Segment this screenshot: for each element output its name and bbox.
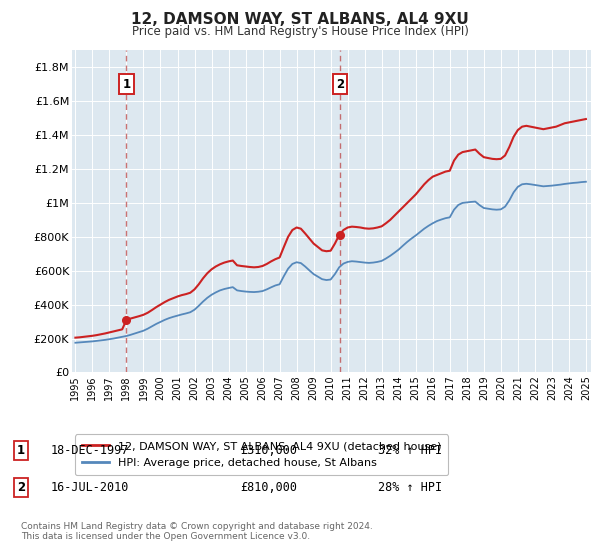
Text: 2: 2 (336, 78, 344, 91)
Text: 12, DAMSON WAY, ST ALBANS, AL4 9XU: 12, DAMSON WAY, ST ALBANS, AL4 9XU (131, 12, 469, 27)
Text: 1: 1 (122, 78, 131, 91)
Legend: 12, DAMSON WAY, ST ALBANS, AL4 9XU (detached house), HPI: Average price, detache: 12, DAMSON WAY, ST ALBANS, AL4 9XU (deta… (75, 435, 448, 475)
Text: 32% ↑ HPI: 32% ↑ HPI (378, 444, 442, 458)
Text: £310,000: £310,000 (240, 444, 297, 458)
Text: 18-DEC-1997: 18-DEC-1997 (51, 444, 130, 458)
Text: 1: 1 (17, 444, 25, 458)
Text: £810,000: £810,000 (240, 480, 297, 494)
Text: 2: 2 (17, 480, 25, 494)
Text: 16-JUL-2010: 16-JUL-2010 (51, 480, 130, 494)
Text: 28% ↑ HPI: 28% ↑ HPI (378, 480, 442, 494)
Text: Contains HM Land Registry data © Crown copyright and database right 2024.
This d: Contains HM Land Registry data © Crown c… (21, 522, 373, 542)
Text: Price paid vs. HM Land Registry's House Price Index (HPI): Price paid vs. HM Land Registry's House … (131, 25, 469, 38)
